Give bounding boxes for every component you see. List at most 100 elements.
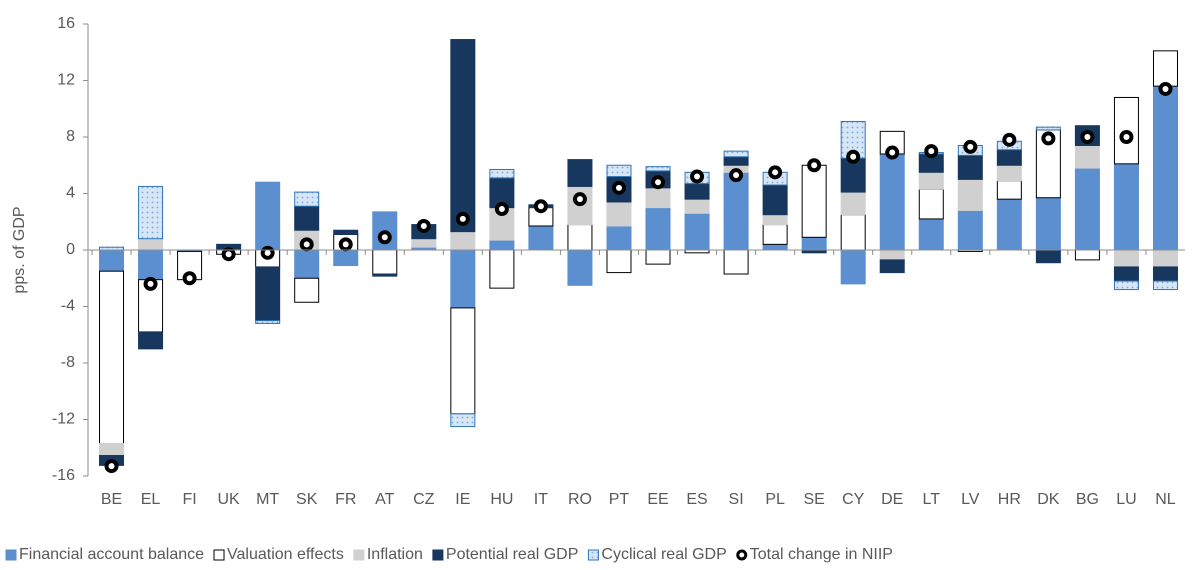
bar-segment — [567, 159, 593, 187]
total-marker — [104, 459, 119, 474]
total-marker — [533, 199, 548, 214]
bar-segment — [138, 331, 164, 350]
total-marker — [416, 218, 431, 233]
total-marker — [377, 230, 392, 245]
x-tick-label: DE — [881, 491, 903, 508]
y-tick-label: -8 — [61, 354, 75, 371]
bar-segment — [255, 181, 281, 251]
bar-segment — [684, 198, 710, 214]
bar-segment — [450, 307, 476, 415]
legend-label: Financial account balance — [19, 546, 204, 563]
x-tick-label: EL — [141, 491, 161, 508]
bar-segment — [411, 238, 437, 248]
bar-segment — [450, 413, 476, 428]
bar-segment — [528, 225, 554, 251]
legend-label: Valuation effects — [227, 546, 344, 563]
bar-segment — [1113, 280, 1139, 291]
bar-segment — [606, 164, 632, 178]
y-tick-label: 12 — [57, 72, 75, 89]
y-tick-label: 0 — [66, 241, 75, 258]
bar-segment — [489, 249, 515, 289]
legend-label: Total change in NIIP — [750, 546, 893, 563]
bar-segment — [957, 154, 983, 180]
bar-segment — [255, 266, 281, 322]
bar-segment — [1035, 249, 1061, 264]
x-tick-label: FR — [335, 491, 356, 508]
bar-segment — [918, 171, 944, 190]
x-tick-label: HR — [998, 491, 1021, 508]
total-marker — [885, 145, 900, 160]
bar-segment — [372, 249, 398, 275]
y-tick-label: 16 — [57, 15, 75, 32]
bar-segment — [99, 443, 125, 457]
total-marker — [572, 192, 587, 207]
bar-segment — [684, 183, 710, 200]
bar-segment — [957, 178, 983, 211]
bar-segment — [840, 249, 866, 285]
bar-segment — [606, 201, 632, 227]
bar-segment — [1113, 249, 1139, 268]
bar-segment — [723, 150, 749, 158]
bar-segment — [606, 249, 632, 274]
bar-segment — [138, 249, 164, 281]
bar-segment — [879, 153, 905, 251]
y-tick-label: -12 — [52, 411, 75, 428]
bar-segment — [255, 320, 281, 324]
legend-label: Potential real GDP — [446, 546, 579, 563]
bar-segment — [450, 39, 476, 233]
bar-segment — [333, 249, 359, 267]
x-tick-label: SK — [296, 491, 318, 508]
bar-segment — [645, 166, 671, 172]
bar-segment — [450, 249, 476, 309]
total-marker — [1002, 132, 1017, 147]
x-tick-label: PL — [765, 491, 785, 508]
bar-segment — [1074, 249, 1100, 261]
total-marker — [1119, 130, 1134, 144]
bar-segment — [1074, 144, 1100, 169]
bar-segment — [1152, 85, 1178, 251]
bar-segment — [1035, 197, 1061, 251]
bar-segment — [489, 239, 515, 251]
bar-segment — [1152, 249, 1178, 268]
total-marker — [1080, 130, 1095, 144]
y-axis-label: pps. of GDP — [11, 206, 28, 293]
bar-segment — [1152, 266, 1178, 282]
legend-marker — [213, 549, 225, 561]
bar-segment — [333, 229, 359, 235]
bar-segment — [294, 191, 320, 207]
bar-segment — [567, 224, 593, 251]
legend-label: Cyclical real GDP — [601, 546, 726, 563]
legend-marker — [353, 549, 365, 561]
bar-segment — [99, 249, 125, 272]
bar-segment — [996, 198, 1022, 251]
total-marker — [260, 245, 275, 260]
x-tick-label: ES — [686, 491, 707, 508]
bar-segment — [1113, 266, 1139, 282]
total-marker — [1158, 81, 1173, 96]
total-marker — [651, 175, 666, 190]
bar-segment — [99, 270, 125, 445]
total-marker — [846, 149, 861, 164]
x-tick-label: SI — [729, 491, 744, 508]
legend-marker — [5, 549, 17, 561]
bar-segment — [645, 207, 671, 251]
total-marker — [924, 144, 939, 159]
x-tick-label: RO — [568, 491, 592, 508]
bar-segment — [684, 212, 710, 251]
bar-segment — [918, 188, 944, 220]
x-tick-label: DK — [1037, 491, 1060, 508]
x-tick-label: NL — [1155, 491, 1176, 508]
x-tick-label: UK — [218, 491, 241, 508]
y-tick-label: -4 — [61, 298, 75, 315]
x-tick-label: IT — [534, 491, 548, 508]
bar-segment — [762, 184, 788, 216]
legend-marker — [587, 549, 599, 561]
bar-segment — [996, 149, 1022, 166]
bar-segment — [723, 171, 749, 251]
bar-segment — [138, 185, 164, 240]
x-tick-label: MT — [256, 491, 279, 508]
total-marker — [807, 158, 822, 173]
bar-segment — [606, 225, 632, 251]
total-marker — [143, 276, 158, 291]
